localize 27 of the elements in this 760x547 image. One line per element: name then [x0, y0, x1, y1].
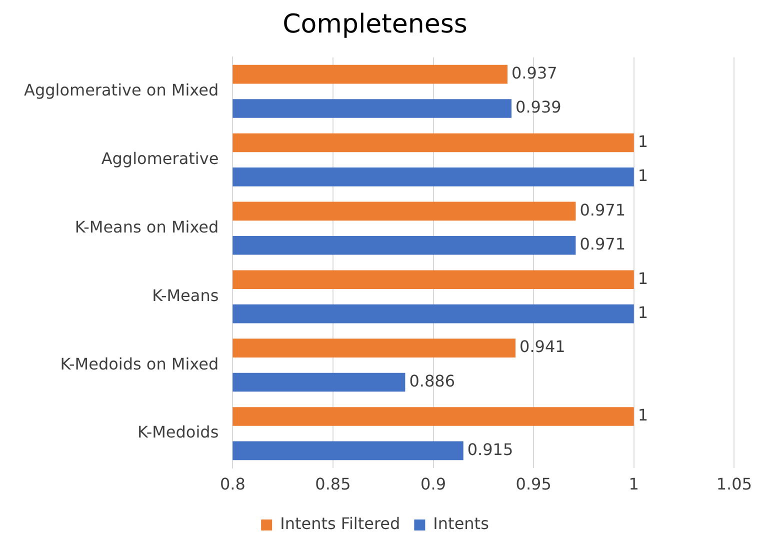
legend-label: Intents [433, 514, 489, 534]
legend-label: Intents Filtered [280, 514, 400, 534]
data-label: 1 [638, 268, 648, 288]
y-tick-label: Agglomerative on Mixed [24, 80, 219, 100]
data-label: 0.886 [409, 371, 455, 390]
data-label: 1 [638, 302, 648, 322]
data-label: 0.915 [467, 440, 514, 459]
x-tick-label: 1 [628, 474, 639, 494]
data-label: 0.971 [580, 234, 626, 254]
x-tick-label: 0.85 [315, 474, 351, 494]
y-tick-label: K-Medoids [138, 422, 219, 442]
x-tick-label: 0.95 [516, 474, 552, 494]
chart-title: Completeness [282, 9, 468, 40]
x-tick-label: 1.05 [716, 474, 752, 494]
data-label: 0.941 [520, 337, 566, 356]
x-tick-label: 0.8 [220, 474, 246, 494]
y-tick-label: K-Means on Mixed [74, 217, 219, 236]
data-label: 0.971 [580, 200, 626, 220]
data-label: 1 [638, 406, 648, 425]
y-tick-label: K-Means [152, 286, 219, 305]
y-tick-label: K-Medoids on Mixed [60, 354, 219, 374]
data-label: 0.937 [512, 63, 558, 82]
y-tick-label: Agglomerative [101, 149, 219, 168]
data-label: 1 [638, 166, 648, 186]
data-label: 0.939 [516, 98, 562, 117]
data-label: 1 [638, 132, 648, 151]
x-tick-label: 0.9 [420, 474, 446, 494]
